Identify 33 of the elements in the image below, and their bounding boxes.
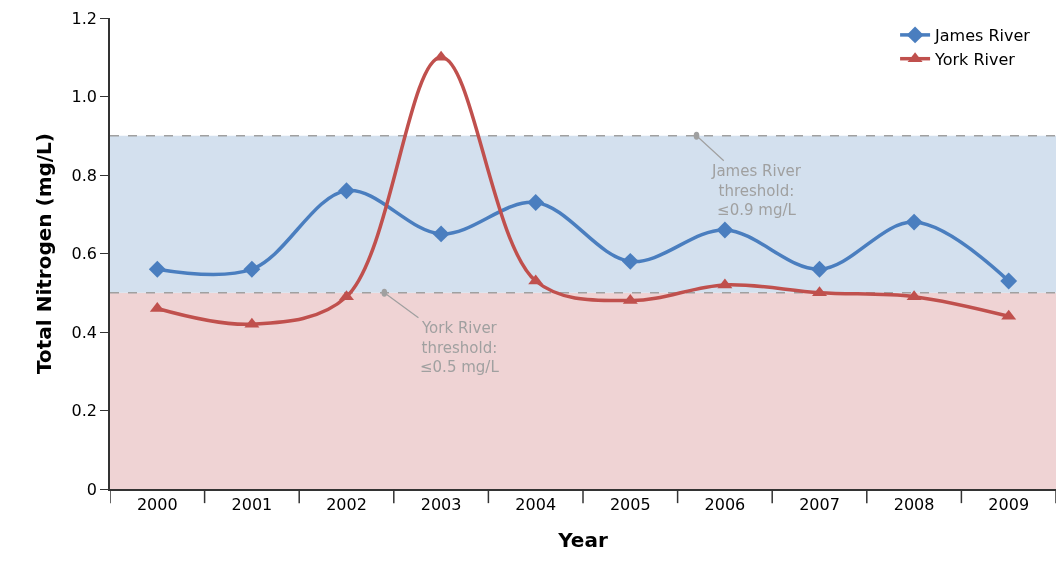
y-tick-label: 0: [86, 479, 98, 499]
y-tick-label: 0.2: [71, 401, 98, 421]
legend-label: York River: [934, 49, 1016, 69]
y-tick-label: 0.4: [71, 322, 98, 342]
point: [148, 260, 166, 278]
x-tick-label: 2005: [609, 494, 651, 514]
x-tick-label: 2004: [515, 494, 557, 514]
y-tick-label: 1.0: [71, 87, 98, 107]
y-tick-label: 0.8: [71, 165, 98, 185]
x-tick-label: 2000: [136, 494, 178, 514]
point: [716, 221, 734, 239]
x-tick-label: 2001: [231, 494, 273, 514]
point: [905, 213, 923, 231]
point: [432, 225, 450, 243]
point: [811, 260, 828, 278]
ref-line-label: James River threshold: ≤0.9 mg/L: [711, 162, 802, 219]
x-tick-label: 2003: [420, 494, 462, 514]
x-axis-title: Year: [557, 527, 608, 552]
point: [243, 260, 261, 278]
ref-line-label: York River threshold: ≤0.5 mg/L: [420, 319, 500, 376]
point: [338, 182, 355, 200]
x-tick-label: 2009: [988, 494, 1030, 514]
y-axis-title: Total Nitrogen (mg/L): [31, 133, 56, 374]
legend-label: James River: [934, 26, 1031, 46]
point: [1000, 272, 1018, 290]
point: [527, 194, 545, 211]
y-tick-label: 0.6: [71, 244, 98, 264]
x-tick-label: 2006: [704, 494, 746, 514]
point: [621, 252, 639, 270]
x-tick-label: 2002: [326, 494, 367, 514]
x-tick-label: 2007: [799, 494, 840, 514]
x-tick-label: 2008: [893, 494, 935, 514]
y-tick-label: 1.2: [71, 8, 98, 28]
